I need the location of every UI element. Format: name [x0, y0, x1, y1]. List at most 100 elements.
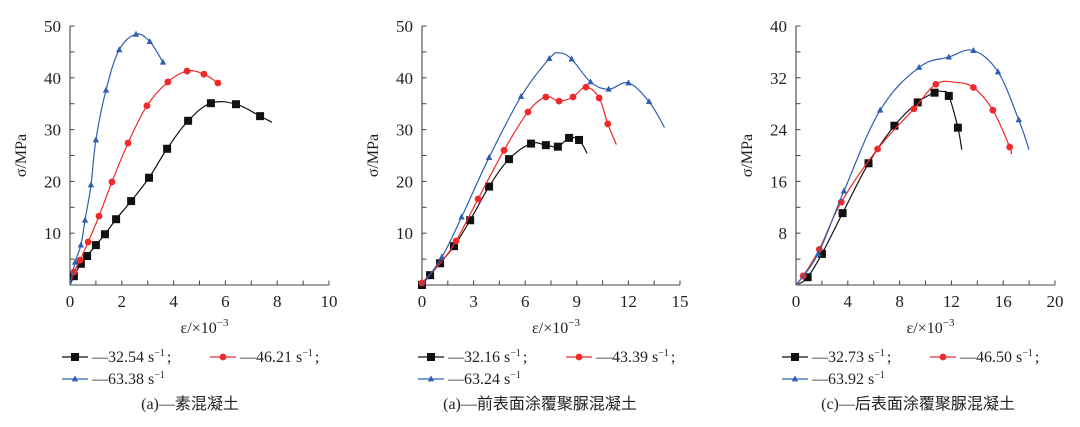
data-point-square — [505, 155, 514, 164]
data-point-circle — [200, 70, 208, 78]
data-point-square — [69, 272, 78, 281]
data-point-circle — [76, 256, 84, 264]
data-point-square — [817, 249, 826, 258]
data-point-square — [206, 99, 215, 108]
data-point-square — [144, 173, 153, 182]
y-tick-label: 40 — [770, 17, 787, 36]
x-axis-title: ε/×10−3 — [181, 317, 229, 337]
legend-item: —32.73 s−1; — [782, 348, 891, 366]
data-point-square — [449, 242, 458, 251]
legend: —32.16 s−1; —43.39 s−1 ; —63.24 s−1 — [418, 348, 675, 388]
data-point-circle — [932, 80, 940, 88]
data-point-circle — [143, 102, 151, 110]
x-axis-title: ε/×10−3 — [532, 317, 580, 337]
data-point-square — [485, 182, 494, 191]
y-tick-label: 8 — [779, 224, 788, 243]
y-tick-label: 10 — [396, 224, 413, 243]
data-point-circle — [452, 237, 460, 245]
data-point-square — [527, 139, 536, 148]
legend-label: —63.38 s−1 — [91, 370, 165, 388]
data-point-square — [565, 133, 574, 142]
y-tick-label: 20 — [396, 172, 413, 191]
legend-marker-circle — [575, 353, 583, 361]
x-tick-label: 3 — [469, 292, 478, 311]
data-point-triangle — [458, 213, 465, 220]
chart-panel-2: 0 3 6 9 12 15 10 20 30 40 50 σ/MPa ε/×10−3 —32.16 s−1… — [365, 17, 689, 413]
legend-marker-square — [427, 353, 435, 361]
data-point-triangle — [81, 216, 89, 223]
data-point-triangle — [546, 55, 553, 62]
data-point-circle — [582, 83, 590, 91]
data-point-square — [838, 209, 847, 218]
x-tick-label: 10 — [321, 292, 338, 311]
data-point-circle — [214, 79, 222, 87]
data-point-circle — [989, 106, 997, 114]
data-point-square — [541, 141, 550, 150]
series-line — [69, 100, 273, 286]
y-tick-label: 50 — [44, 17, 61, 36]
data-point-circle — [910, 105, 918, 113]
data-point-circle — [183, 67, 191, 75]
data-point-triangle — [71, 258, 79, 265]
legend-label: —43.39 s−1; — [595, 348, 675, 366]
data-point-triangle — [146, 37, 153, 44]
panel-caption: (a)—前表面涂覆聚脲混凝土 — [443, 395, 637, 413]
data-point-triangle — [840, 187, 848, 194]
data-point-circle — [108, 178, 116, 186]
chart-panel-1: 0 2 4 6 8 10 10 20 30 40 50 σ/MPa ε/×10−3 —32.54 s−1;… — [13, 17, 338, 413]
data-point-circle — [124, 139, 132, 147]
data-point-triangle — [876, 106, 884, 113]
y-tick-label: 40 — [44, 69, 61, 88]
series-line — [421, 52, 666, 286]
data-point-triangle — [438, 253, 446, 260]
data-point-square — [803, 273, 812, 282]
x-tick-label: 15 — [672, 292, 689, 311]
y-tick-label: 16 — [770, 172, 787, 191]
y-tick-label: 50 — [396, 17, 413, 36]
data-point-square — [944, 91, 953, 100]
data-point-circle — [474, 195, 482, 203]
data-point-circle — [604, 120, 612, 128]
data-point-circle — [595, 94, 603, 102]
chart-panel-3: 0 4 8 12 16 20 8 16 24 32 40 σ/MPa ε/×10−3 —32.73 s−1… — [739, 17, 1064, 413]
x-tick-label: 6 — [221, 292, 230, 311]
data-point-triangle — [645, 98, 653, 105]
data-point-square — [953, 123, 962, 132]
series-red-43.39 — [418, 83, 617, 287]
data-point-square — [864, 159, 873, 168]
legend-marker-triangle — [427, 375, 435, 382]
x-tick-label: 6 — [521, 292, 530, 311]
legend: —32.54 s−1; —46.21 s−1 ; —63.38 s−1 — [62, 348, 319, 388]
y-tick-label: 40 — [396, 69, 413, 88]
series-black-32.54 — [69, 99, 273, 286]
data-point-square — [83, 251, 92, 260]
legend-marker-triangle — [791, 375, 799, 382]
data-point-square — [163, 144, 172, 153]
series-blue-63.24 — [421, 52, 666, 286]
legend-label: —32.54 s−1; — [91, 348, 171, 366]
data-point-square — [553, 142, 562, 151]
series-blue-63.92 — [795, 47, 1030, 286]
data-point-square — [91, 241, 100, 250]
x-tick-label: 0 — [418, 292, 427, 311]
y-tick-label: 32 — [770, 69, 787, 88]
data-point-circle — [84, 238, 92, 246]
data-point-circle — [569, 93, 577, 101]
data-point-square — [930, 88, 939, 97]
legend-item: —63.92 s−1 — [782, 370, 885, 388]
y-tick-label: 20 — [44, 172, 61, 191]
data-point-square — [76, 259, 85, 268]
legend-item: —32.16 s−1; — [418, 348, 527, 366]
data-point-square — [913, 98, 922, 107]
data-point-square — [100, 230, 109, 239]
data-point-triangle — [1015, 116, 1022, 123]
data-point-triangle — [132, 30, 140, 37]
y-tick-label: 10 — [44, 224, 61, 243]
x-tick-label: 0 — [66, 292, 75, 311]
legend-label: —32.73 s−1; — [811, 348, 891, 366]
series-line — [421, 86, 617, 284]
series-line — [795, 49, 1030, 286]
data-point-triangle — [87, 181, 95, 188]
data-point-square — [575, 135, 584, 144]
